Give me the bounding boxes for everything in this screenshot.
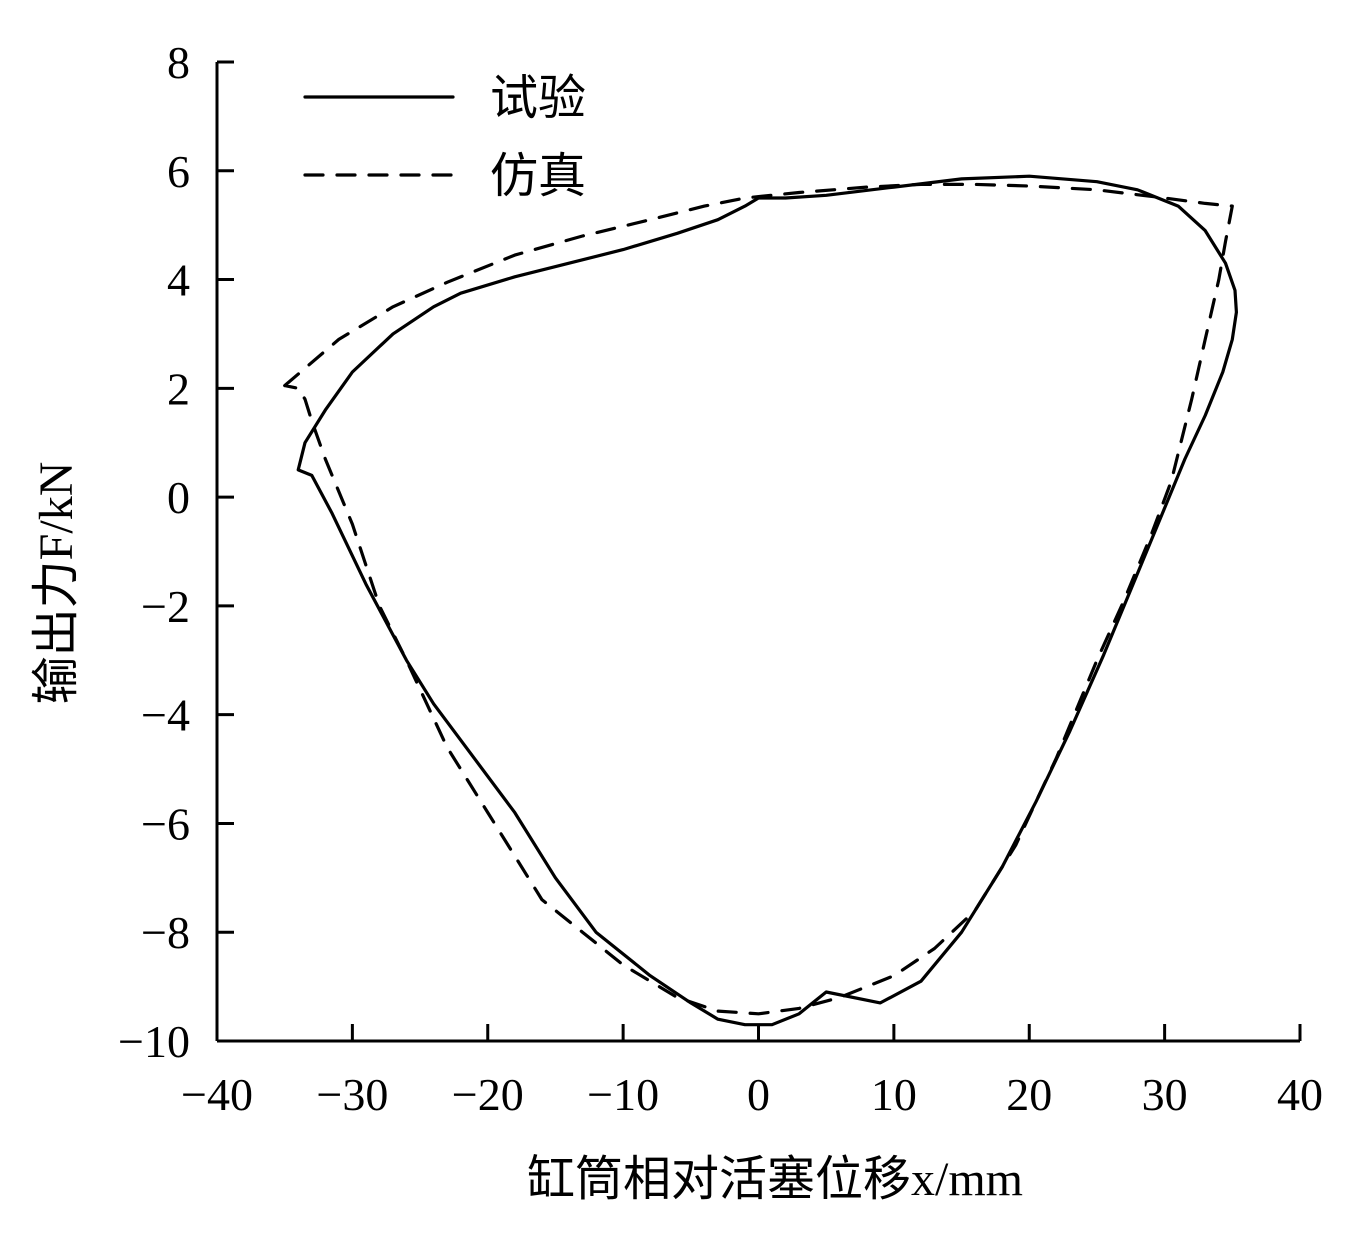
series-layer (283, 174, 1238, 1027)
y-tick-label: −4 (141, 690, 190, 741)
x-tick-label: 20 (1006, 1069, 1052, 1120)
legend-label-test: 试验 (490, 72, 586, 125)
x-axis-title: 缸筒相对活塞位移x/mm (527, 1153, 1023, 1206)
y-tick-label: 8 (167, 37, 190, 88)
x-tick-label: −30 (316, 1069, 388, 1120)
y-tick-label: −2 (141, 581, 190, 632)
y-tick-label: −8 (141, 907, 190, 958)
y-tick-label: −6 (141, 798, 190, 849)
y-tick-label: −10 (118, 1016, 190, 1067)
x-ticks: −40 −30 −20 −10 0 10 20 30 40 (181, 1024, 1323, 1120)
x-tick-label: 40 (1277, 1069, 1323, 1120)
legend-label-simulation: 仿真 (490, 150, 586, 203)
y-axis-title: 输出力F/kN (30, 462, 83, 705)
series-test-curve (296, 174, 1238, 1027)
y-ticks: 8 6 4 2 0 −2 −4 −6 −8 −10 (118, 37, 234, 1067)
y-tick-label: 2 (167, 363, 190, 414)
x-tick-label: 0 (747, 1069, 770, 1120)
x-tick-label: 30 (1142, 1069, 1188, 1120)
x-tick-label: 10 (871, 1069, 917, 1120)
legend: 试验 仿真 (303, 72, 586, 203)
y-tick-label: 0 (167, 472, 190, 523)
x-tick-label: −10 (587, 1069, 659, 1120)
series-simulation-curve (283, 182, 1234, 1016)
x-tick-label: −40 (181, 1069, 253, 1120)
y-tick-label: 4 (167, 255, 190, 306)
y-tick-label: 6 (167, 146, 190, 197)
x-tick-label: −20 (452, 1069, 524, 1120)
